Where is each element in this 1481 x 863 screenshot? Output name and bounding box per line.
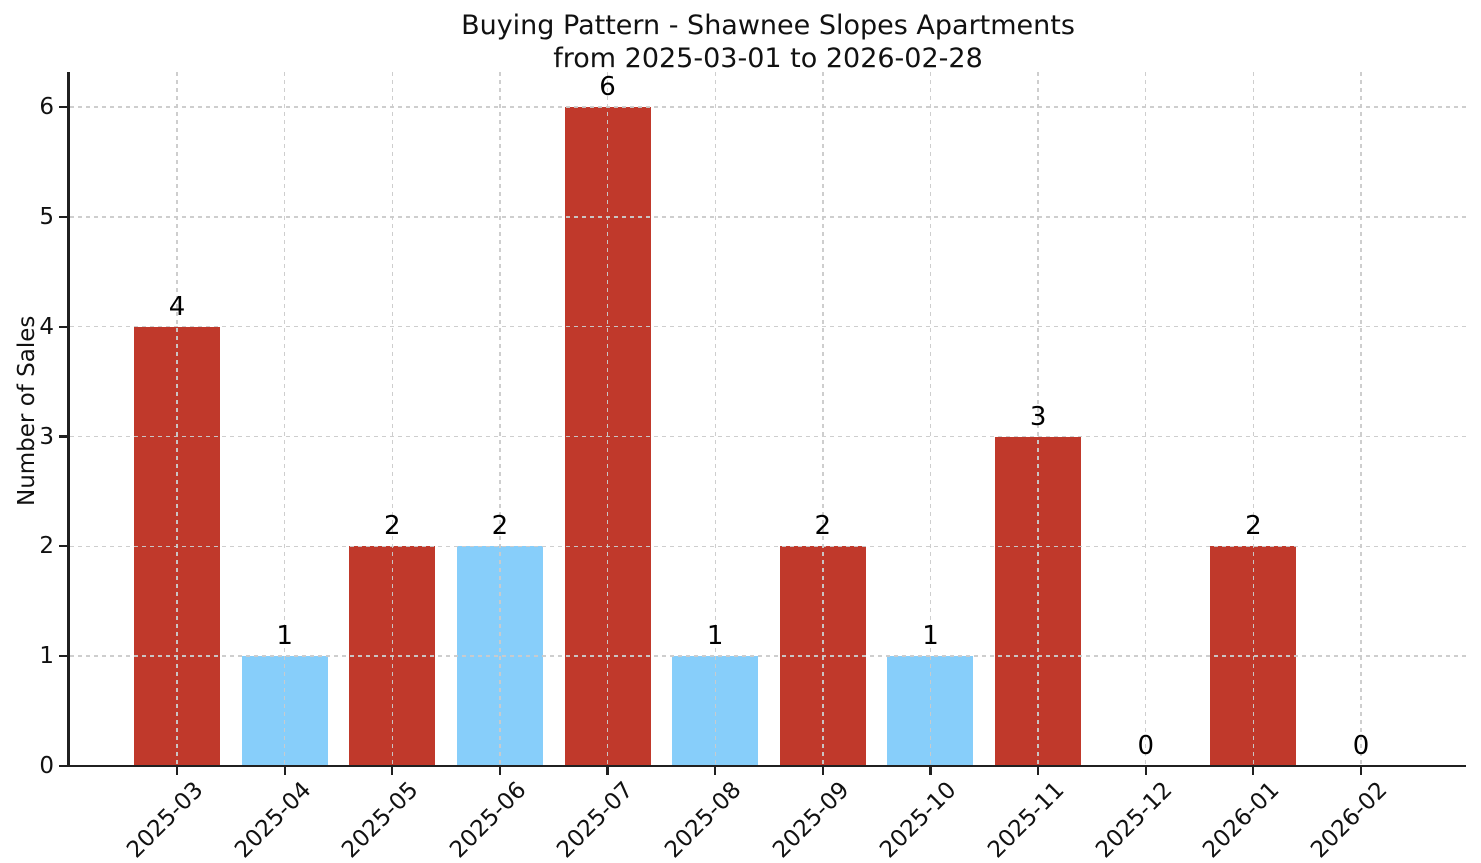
y-tick-label-5: 5: [39, 203, 54, 230]
x-tick-label-2026-02: 2026-02: [1306, 777, 1393, 863]
x-tick-label-2025-04: 2025-04: [229, 777, 317, 863]
gridline-y-1: [70, 655, 1466, 657]
y-tick-mark-5: [59, 215, 68, 218]
gridline-x-2025-11: [1037, 72, 1039, 766]
x-tick-label-2025-12: 2025-12: [1090, 777, 1178, 863]
gridline-x-2025-08: [714, 72, 716, 766]
y-tick-mark-2: [59, 545, 68, 548]
gridline-y-6: [70, 106, 1466, 108]
y-tick-mark-3: [59, 435, 68, 438]
y-tick-label-0: 0: [39, 753, 54, 779]
x-tick-mark-2025-03: [175, 767, 179, 776]
x-tick-mark-2025-11: [1037, 767, 1040, 776]
y-tick-label-4: 4: [39, 313, 54, 340]
value-label-2026-01: 2: [1245, 511, 1262, 542]
x-tick-label-2026-01: 2026-01: [1198, 777, 1285, 863]
y-tick-mark-4: [59, 325, 68, 328]
gridline-x-2025-06: [499, 72, 501, 766]
value-label-2025-10: 1: [922, 621, 939, 652]
gridline-x-2025-04: [283, 72, 286, 766]
gridline-x-2026-02: [1360, 72, 1362, 766]
value-label-2025-08: 1: [706, 621, 724, 652]
value-label-2025-06: 2: [491, 511, 509, 542]
x-tick-label-2025-05: 2025-05: [337, 777, 424, 863]
x-tick-mark-2026-01: [1252, 767, 1255, 776]
y-axis-spine: [67, 72, 70, 768]
x-tick-mark-2025-07: [606, 767, 609, 776]
x-tick-mark-2025-06: [498, 767, 501, 776]
value-label-2025-05: 2: [383, 511, 401, 542]
x-tick-mark-2026-02: [1359, 767, 1363, 776]
y-axis-label: Number of Sales: [14, 315, 40, 506]
x-tick-label-2025-06: 2025-06: [444, 777, 532, 863]
plot-area: 4 1 2 2 6 1 2 1 3 0 2 0: [70, 72, 1466, 766]
value-label-2025-07: 6: [599, 72, 616, 103]
x-tick-label-2025-03: 2025-03: [122, 777, 209, 863]
gridline-y-3: [70, 435, 1466, 438]
chart-title: Buying Pattern - Shawnee Slopes Apartmen…: [461, 10, 1075, 41]
gridline-x-2025-10: [929, 72, 932, 766]
gridline-x-2025-03: [176, 72, 178, 766]
y-tick-mark-6: [59, 105, 68, 109]
value-label-2025-12: 0: [1137, 731, 1155, 761]
gridline-x-2026-01: [1252, 72, 1255, 766]
title-block: Buying Pattern - Shawnee Slopes Apartmen…: [70, 10, 1466, 76]
x-axis-spine: [67, 764, 1467, 768]
value-label-2025-04: 1: [276, 621, 293, 652]
y-tick-label-2: 2: [39, 533, 54, 560]
y-tick-label-3: 3: [39, 423, 54, 450]
x-tick-mark-2025-04: [283, 767, 286, 776]
x-tick-label-2025-07: 2025-07: [552, 777, 639, 863]
gridline-y-4: [70, 325, 1466, 328]
x-tick-label-2025-10: 2025-10: [875, 777, 962, 863]
gridline-x-2025-05: [391, 72, 393, 766]
value-label-2025-11: 3: [1029, 401, 1047, 432]
x-tick-label-2025-11: 2025-11: [983, 777, 1070, 863]
gridline-x-2025-07: [606, 72, 609, 766]
x-tick-label-2025-09: 2025-09: [767, 777, 855, 863]
x-tick-label-2025-08: 2025-08: [660, 777, 747, 863]
x-tick-mark-2025-05: [391, 767, 394, 776]
gridline-x-2025-09: [822, 72, 824, 766]
y-tick-mark-0: [59, 764, 68, 768]
gridline-y-5: [70, 216, 1466, 218]
y-tick-mark-1: [59, 655, 68, 658]
x-tick-mark-2025-09: [821, 767, 824, 776]
gridline-y-2: [70, 545, 1466, 548]
y-tick-label-6: 6: [39, 94, 54, 121]
y-tick-label-1: 1: [39, 643, 54, 670]
x-tick-mark-2025-12: [1144, 767, 1147, 776]
x-tick-mark-2025-10: [929, 767, 932, 776]
value-label-2025-03: 4: [168, 291, 186, 322]
value-label-2025-09: 2: [814, 511, 832, 542]
gridline-x-2025-12: [1145, 72, 1147, 766]
value-label-2026-02: 0: [1352, 731, 1370, 761]
x-tick-mark-2025-08: [714, 767, 717, 776]
chart-subtitle: from 2025-03-01 to 2026-02-28: [553, 42, 983, 74]
